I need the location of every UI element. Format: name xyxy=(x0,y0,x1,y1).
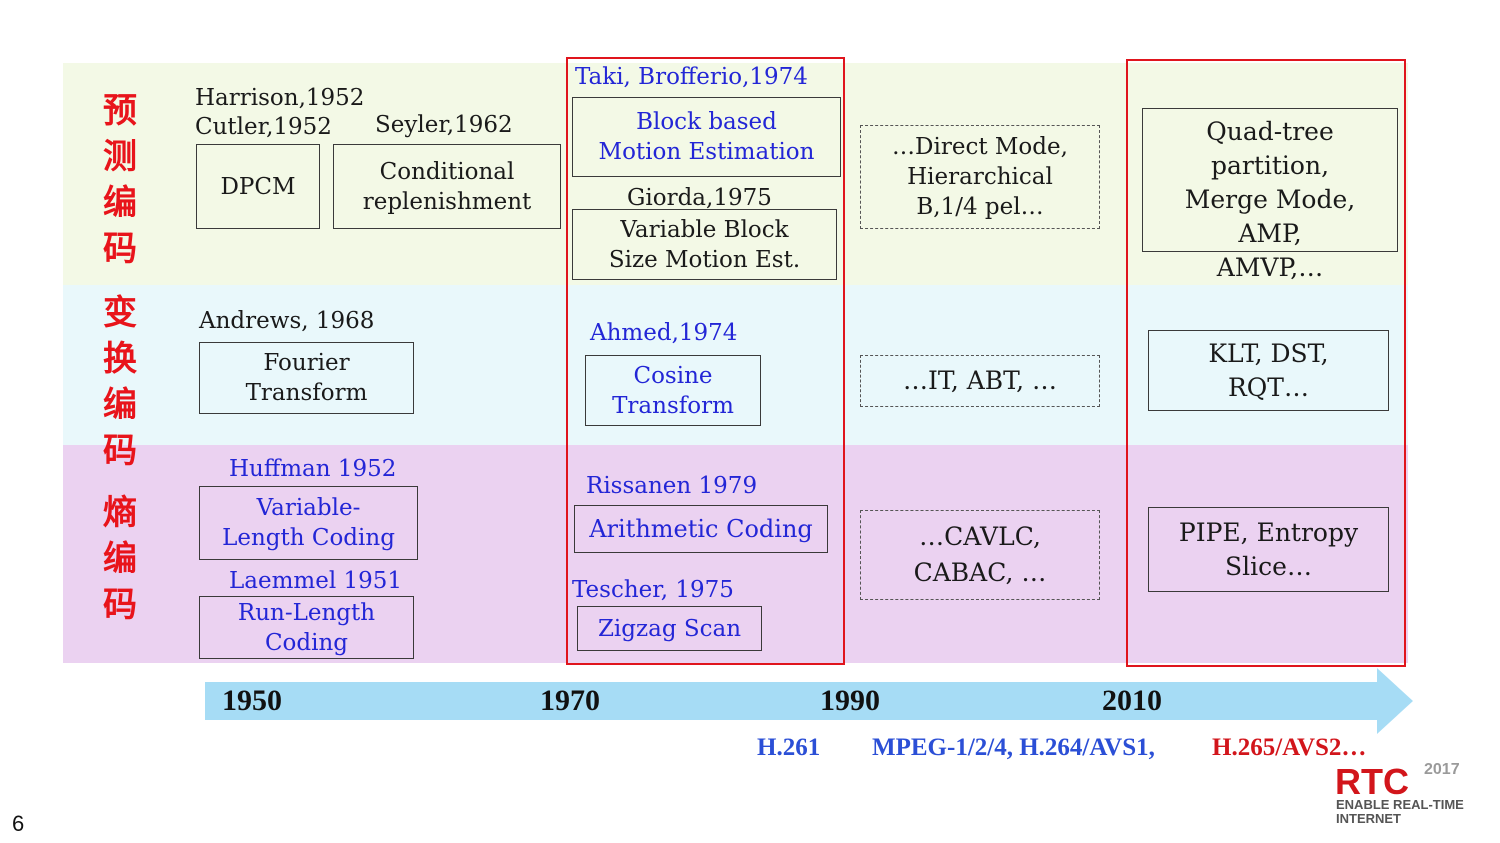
category-prediction: 预测编码 xyxy=(103,91,137,269)
entropy-band xyxy=(63,445,1408,663)
transform-band xyxy=(63,285,1408,445)
cosine-line-2: Transform xyxy=(612,392,734,419)
block-line-2: Motion Estimation xyxy=(598,139,815,165)
direct-line-3: B,1/4 pel… xyxy=(916,194,1044,220)
box-it-abt: …IT, ABT, … xyxy=(860,355,1100,407)
label-tescher: Tescher, 1975 xyxy=(572,577,734,603)
rl-line-1: Run-Length xyxy=(237,599,376,626)
label-andrews: Andrews, 1968 xyxy=(199,308,375,334)
category-transform: 变换编码 xyxy=(103,293,137,471)
year-2010: 2010 xyxy=(1102,684,1162,717)
box-cavlc-cabac: …CAVLC, CABAC, … xyxy=(860,510,1100,600)
box-dpcm-text: DPCM xyxy=(220,173,296,200)
box-zigzag-scan: Zigzag Scan xyxy=(577,606,762,651)
label-seyler: Seyler,1962 xyxy=(375,112,513,138)
page-number: 6 xyxy=(12,811,25,836)
quad-line-3: Merge Mode, xyxy=(1184,185,1356,214)
box-arithmetic-coding: Arithmetic Coding xyxy=(574,505,828,553)
klt-line-2: RQT… xyxy=(1227,372,1309,402)
block-line-1: Block based xyxy=(636,109,777,135)
pipe-line-1: PIPE, Entropy xyxy=(1178,517,1359,547)
direct-line-2: Hierarchical xyxy=(907,164,1053,190)
category-entropy: 熵编码 xyxy=(103,493,137,625)
year-1990: 1990 xyxy=(820,684,880,717)
label-laemmel: Laemmel 1951 xyxy=(229,568,403,594)
box-dpcm: DPCM xyxy=(196,144,320,229)
rl-line-2: Coding xyxy=(264,629,349,656)
standard-mpeg-h264: MPEG-1/2/4, H.264/AVS1, xyxy=(872,734,1155,761)
logo-letters: RTC xyxy=(1335,761,1409,802)
logo-line-1: ENABLE REAL-TIME xyxy=(1336,797,1464,812)
box-cosine-transform: Cosine Transform xyxy=(585,355,761,426)
conditional-line-1: Conditional xyxy=(379,158,515,185)
cavlc-line-2: CABAC, … xyxy=(913,558,1047,587)
label-harrison: Harrison,1952 xyxy=(195,85,365,111)
year-1970: 1970 xyxy=(540,684,600,717)
box-fourier-transform: Fourier Transform xyxy=(199,342,414,414)
label-taki: Taki, Brofferio,1974 xyxy=(575,64,808,90)
quad-line-4: AMP, xyxy=(1238,219,1302,248)
year-1950: 1950 xyxy=(222,684,282,717)
box-run-length-coding: Run-Length Coding xyxy=(199,596,414,659)
vbs-line-1: Variable Block xyxy=(620,216,789,243)
quad-line-2: partition, xyxy=(1210,151,1330,180)
label-cutler: Cutler,1952 xyxy=(195,114,332,140)
standard-h265: H.265/AVS2… xyxy=(1212,734,1367,761)
zigzag-text: Zigzag Scan xyxy=(597,615,742,642)
cosine-line-1: Cosine xyxy=(633,362,713,389)
label-rissanen: Rissanen 1979 xyxy=(586,473,758,499)
cavlc-line-1: …CAVLC, xyxy=(919,522,1041,551)
vlc-line-2: Length Coding xyxy=(222,525,395,551)
fourier-line-1: Fourier xyxy=(263,350,350,376)
label-huffman: Huffman 1952 xyxy=(229,456,397,482)
standard-h261: H.261 xyxy=(757,734,821,761)
timeline-arrow xyxy=(205,668,1413,734)
highlight-frame-1970s xyxy=(566,57,845,665)
logo-tagline: ENABLE REAL-TIME INTERNET xyxy=(1336,798,1464,826)
box-variable-block-size: Variable Block Size Motion Est. xyxy=(572,209,837,280)
klt-line-1: KLT, DST, xyxy=(1208,338,1329,368)
box-quad-tree: Quad-tree partition, Merge Mode, AMP, AMVP,… xyxy=(1142,108,1398,282)
label-giorda: Giorda,1975 xyxy=(627,185,772,211)
box-pipe-entropy-slice: PIPE, Entropy Slice… xyxy=(1148,507,1389,592)
direct-line-1: …Direct Mode, xyxy=(892,134,1068,160)
box-klt-dst: KLT, DST, RQT… xyxy=(1148,330,1389,411)
quad-line-1: Quad-tree xyxy=(1206,117,1334,146)
label-ahmed: Ahmed,1974 xyxy=(590,320,738,346)
arith-text: Arithmetic Coding xyxy=(589,515,813,543)
logo-year: 2017 xyxy=(1424,761,1460,778)
rtc-logo: RTC 2017 xyxy=(1335,761,1460,802)
vlc-line-1: Variable- xyxy=(256,495,361,521)
logo-line-2: INTERNET xyxy=(1336,811,1401,826)
highlight-frame-2010s xyxy=(1126,59,1406,667)
prediction-band xyxy=(63,63,1408,285)
fourier-line-2: Transform xyxy=(245,380,368,406)
quad-line-5: AMVP,… xyxy=(1216,253,1324,282)
box-variable-length-coding: Variable- Length Coding xyxy=(199,486,418,560)
box-block-motion-estimation: Block based Motion Estimation xyxy=(572,97,841,177)
it-abt-text: …IT, ABT, … xyxy=(902,366,1058,395)
box-direct-mode: …Direct Mode, Hierarchical B,1/4 pel… xyxy=(860,125,1100,229)
box-conditional-replenishment: Conditional replenishment xyxy=(333,144,561,229)
conditional-line-2: replenishment xyxy=(362,188,532,215)
pipe-line-2: Slice… xyxy=(1225,551,1312,581)
vbs-line-2: Size Motion Est. xyxy=(608,246,801,273)
